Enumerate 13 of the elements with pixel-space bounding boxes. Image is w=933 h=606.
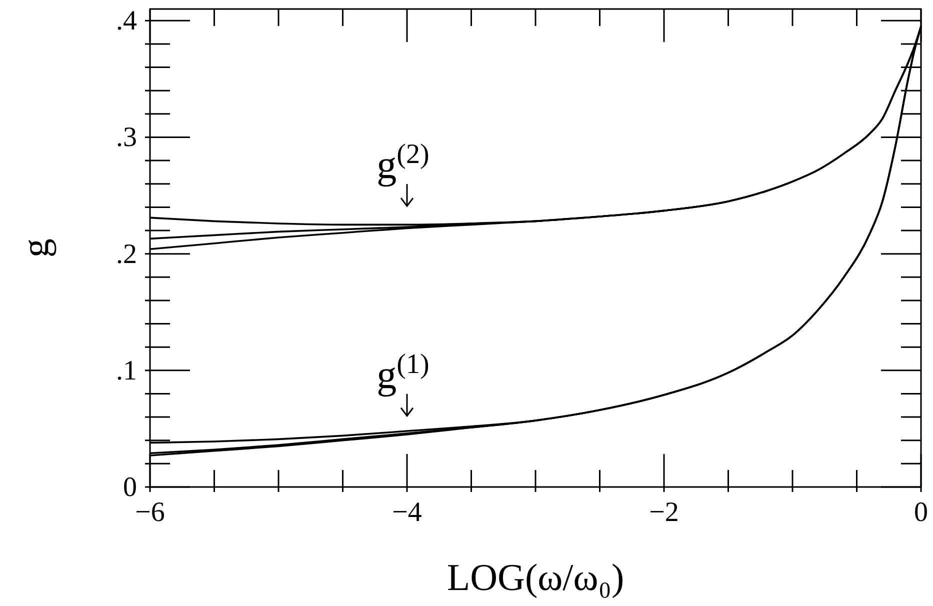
y-tick-label: .1: [116, 355, 137, 386]
y-tick-label: .3: [116, 122, 137, 154]
x-tick-label: −6: [135, 496, 165, 528]
x-tick-label: 0: [914, 496, 928, 528]
y-axis-title: g: [15, 238, 57, 258]
y-tick-label: .4: [116, 6, 137, 37]
y-tick-label: 0: [123, 472, 137, 503]
x-axis-title: LOG(ω/ω₀): [446, 557, 624, 599]
annotation: g$^{(1)}$: [376, 348, 430, 397]
y-tick-label: .2: [116, 238, 137, 270]
x-tick-label: −2: [649, 496, 679, 528]
x-tick-label: −4: [392, 496, 422, 528]
annotation: g$^{(2)}$: [376, 138, 430, 188]
